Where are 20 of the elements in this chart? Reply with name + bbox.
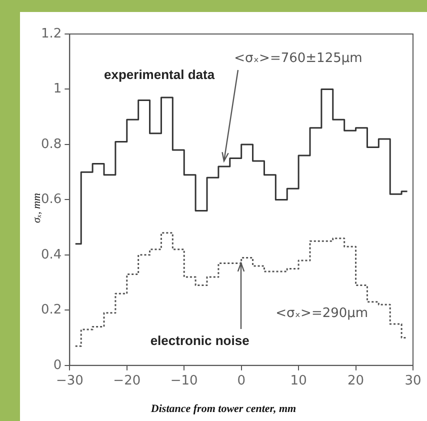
y-axis-title: σₓ, mm	[30, 193, 43, 223]
x-tick-label: −30	[56, 374, 84, 389]
x-axis-title: Distance from tower center, mm	[150, 403, 298, 415]
x-tick-label: 20	[348, 374, 364, 389]
annotation: <σₓ>=760±125μm	[234, 51, 362, 66]
y-tick-label: 0.2	[40, 302, 62, 318]
y-tick-label: 1	[53, 82, 62, 97]
y-tick-label: 0.4	[40, 247, 62, 262]
x-tick-label: 10	[290, 374, 307, 389]
y-tick-label: 1.2	[40, 26, 62, 42]
y-tick-label: 0.6	[40, 192, 62, 208]
x-tick-label: −20	[113, 374, 141, 389]
annotation: electronic noise	[150, 333, 250, 348]
x-tick-label: 0	[237, 374, 246, 389]
y-tick-label: 0	[53, 358, 62, 373]
annotation: experimental data	[104, 67, 215, 82]
x-tick-label: −10	[170, 374, 198, 389]
x-tick-label: 30	[404, 374, 422, 389]
annotation: <σₓ>=290μm	[276, 306, 368, 321]
y-tick-label: 0.8	[40, 136, 62, 152]
